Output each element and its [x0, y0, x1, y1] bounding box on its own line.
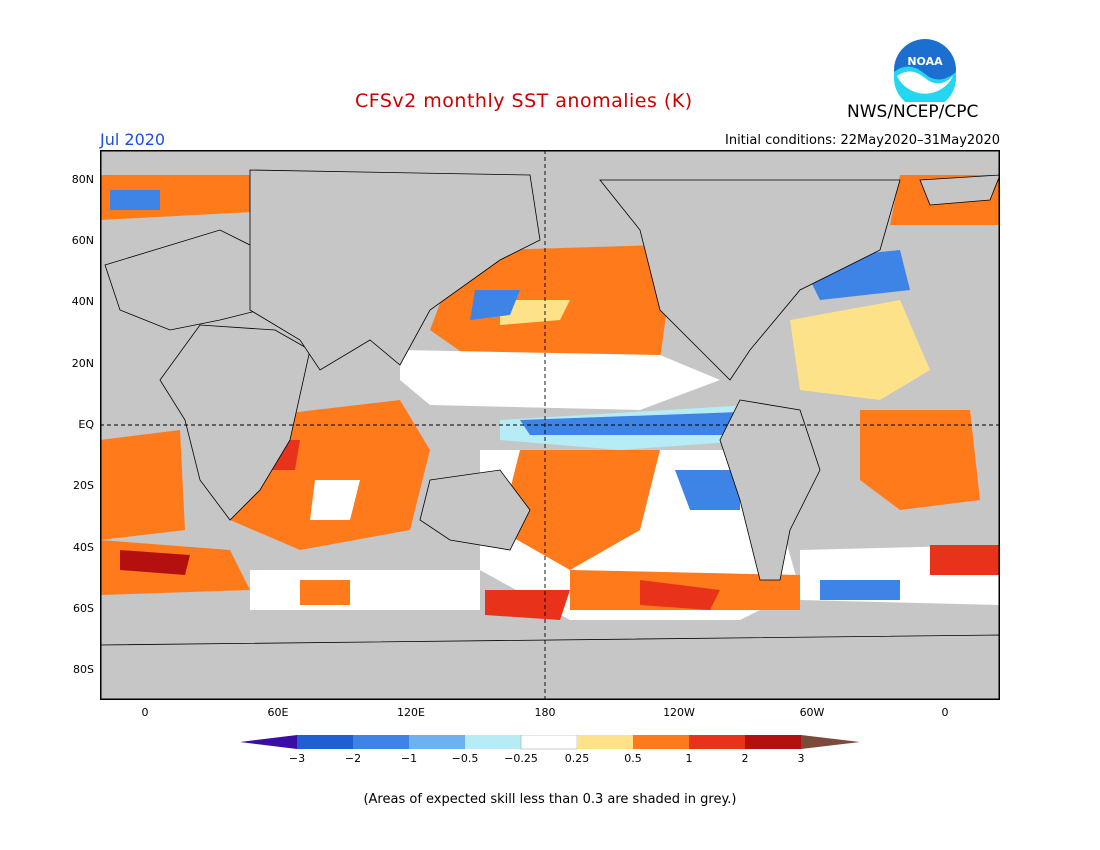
- colorbar-max-arrow: [801, 735, 860, 749]
- lat-label-80n: 80N: [71, 173, 94, 186]
- colorbar-label: −0.25: [504, 752, 538, 765]
- colorbar-label: 0.25: [564, 752, 590, 765]
- land-masses: [100, 169, 1000, 700]
- logo-text: NOAA: [907, 55, 943, 68]
- lon-label-180: 180: [534, 706, 556, 719]
- colorbar-label: −0.5: [451, 752, 479, 765]
- map-frame: [100, 150, 1000, 700]
- colorbar-label: −1: [400, 752, 418, 765]
- asia-land: [249, 169, 541, 371]
- lat-label-40s: 40S: [73, 541, 94, 554]
- map-title: CFSv2 monthly SST anomalies (K): [355, 90, 693, 112]
- australia-land: [419, 469, 531, 551]
- colorbar-label: −2: [344, 752, 362, 765]
- colorbar-min-arrow: [240, 735, 297, 749]
- colorbar-swatch: [297, 735, 353, 749]
- south-america-land: [719, 399, 821, 581]
- lat-label-20n: 20N: [71, 357, 94, 370]
- lat-label-60n: 60N: [71, 234, 94, 247]
- lon-label-60e: 60E: [267, 706, 289, 719]
- greenland-land: [919, 174, 1000, 206]
- ocean-anomaly-field: [100, 175, 1000, 620]
- colorbar-swatch: [465, 735, 521, 749]
- lon-label-0-east: 0: [941, 706, 949, 719]
- colorbar-swatch: [353, 735, 409, 749]
- colorbar-swatch: [577, 735, 633, 749]
- lon-label-120e: 120E: [397, 706, 425, 719]
- colorbar-swatch: [520, 735, 578, 750]
- colorbar: [240, 735, 860, 750]
- antarctica-land: [100, 634, 1000, 700]
- skill-note: (Areas of expected skill less than 0.3 a…: [363, 792, 737, 807]
- north-america-land: [599, 179, 901, 381]
- colorbar-swatch: [409, 735, 465, 749]
- agency-label: NWS/NCEP/CPC: [847, 102, 979, 122]
- colorbar-label: 0.5: [624, 752, 642, 765]
- lat-label-80s: 80S: [73, 663, 94, 676]
- lat-label-eq: EQ: [78, 418, 94, 431]
- colorbar-label: 2: [741, 752, 749, 765]
- africa-land: [159, 324, 311, 521]
- colorbar-label: −3: [288, 752, 306, 765]
- initial-conditions: Initial conditions: 22May2020–31May2020: [725, 133, 1000, 148]
- lon-label-0: 0: [141, 706, 149, 719]
- lat-label-40n: 40N: [71, 295, 94, 308]
- colorbar-label: 3: [797, 752, 805, 765]
- colorbar-label: 1: [685, 752, 693, 765]
- colorbar-swatch: [633, 735, 689, 749]
- colorbar-swatch: [745, 735, 801, 749]
- colorbar-swatch: [689, 735, 745, 749]
- europe-land: [104, 229, 281, 331]
- noaa-logo: NOAA: [894, 39, 956, 102]
- lat-label-20s: 20S: [73, 479, 94, 492]
- lat-label-60s: 60S: [73, 602, 94, 615]
- sst-anomaly-map: [100, 150, 1000, 700]
- lon-label-60w: 60W: [799, 706, 825, 719]
- lon-label-120w: 120W: [663, 706, 695, 719]
- valid-month: Jul 2020: [100, 130, 166, 149]
